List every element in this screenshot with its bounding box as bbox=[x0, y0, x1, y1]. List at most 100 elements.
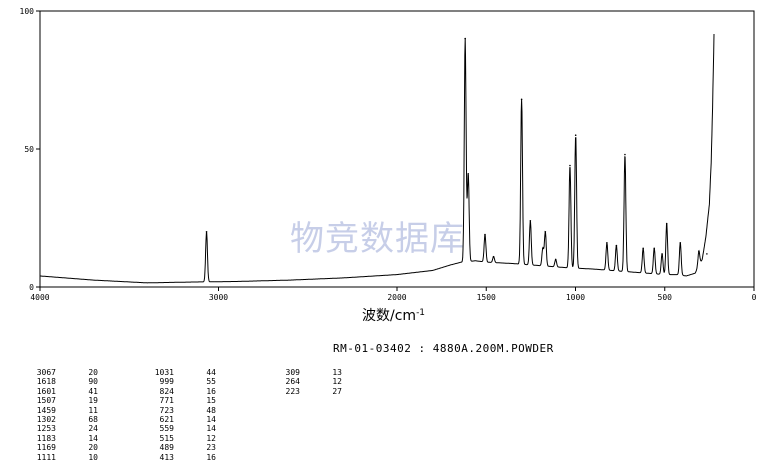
peak-point bbox=[642, 247, 644, 250]
peak-marks bbox=[205, 37, 708, 261]
x-axis-title: 波数/cm-1 bbox=[362, 308, 425, 324]
peak-point bbox=[520, 98, 523, 101]
peak-table-row: 1618 90 bbox=[24, 377, 98, 386]
peak-position: 1031 bbox=[154, 368, 174, 377]
peak-position: 824 bbox=[159, 386, 174, 396]
x-tick-label: 0 bbox=[752, 293, 757, 302]
peak-position: 1183 bbox=[36, 433, 56, 443]
peak-point bbox=[554, 258, 557, 261]
peak-intensity: 23 bbox=[206, 443, 216, 453]
peak-point bbox=[665, 222, 668, 225]
peak-table-row: 3067 20 bbox=[24, 368, 98, 377]
peak-position: 771 bbox=[159, 396, 174, 406]
peak-table-row: 621 14 bbox=[142, 415, 216, 424]
peak-table-row: 1111 10 bbox=[24, 453, 98, 462]
peak-point bbox=[484, 233, 486, 236]
peak-intensity: 48 bbox=[206, 405, 216, 415]
x-tick-label: 4000 bbox=[30, 293, 49, 302]
x-tick-label: 3000 bbox=[209, 293, 228, 302]
peak-point bbox=[624, 153, 626, 156]
peak-position: 515 bbox=[159, 433, 174, 443]
peak-position: 264 bbox=[285, 377, 300, 387]
peak-point bbox=[615, 244, 618, 247]
peak-table-row: 264 12 bbox=[268, 377, 342, 386]
peak-point bbox=[706, 253, 708, 255]
peak-table-row: 1183 14 bbox=[24, 434, 98, 443]
peak-intensity: 41 bbox=[88, 386, 98, 396]
peak-position: 223 bbox=[285, 386, 300, 396]
peak-intensity: 14 bbox=[206, 415, 216, 425]
peak-point bbox=[492, 255, 495, 258]
peak-intensity: 19 bbox=[88, 396, 98, 406]
peak-position: 559 bbox=[159, 424, 174, 434]
peak-position: 1507 bbox=[36, 396, 56, 406]
peak-position: 489 bbox=[159, 443, 174, 453]
peak-point bbox=[467, 173, 470, 175]
x-axis-title-text: 波数/cm bbox=[362, 308, 416, 324]
peak-position: 1302 bbox=[36, 415, 56, 425]
peak-table-row: 1031 44 bbox=[142, 368, 216, 377]
peak-position: 999 bbox=[159, 377, 174, 387]
peak-position: 723 bbox=[159, 405, 174, 415]
x-tick-label: 1500 bbox=[477, 293, 496, 302]
peak-intensity: 20 bbox=[88, 368, 98, 377]
peak-table-column-2: 1031 44 999 55 824 16 771 15 723 48 621 14 559 14 515 1… bbox=[142, 368, 216, 462]
peak-intensity: 68 bbox=[88, 415, 98, 425]
peak-table-row: 515 12 bbox=[142, 434, 216, 443]
peak-point bbox=[606, 242, 608, 244]
peak-point bbox=[542, 247, 544, 250]
peak-table-row: 1507 19 bbox=[24, 396, 98, 405]
peak-intensity: 12 bbox=[332, 377, 342, 387]
x-axis-ticks: 4000 3000 2000 1500 1000 500 0 bbox=[30, 287, 757, 302]
peak-position: 413 bbox=[159, 452, 174, 462]
peak-table-row: 723 48 bbox=[142, 406, 216, 415]
peak-position: 1169 bbox=[36, 443, 56, 453]
peak-table-row: 1601 41 bbox=[24, 387, 98, 396]
peak-intensity: 55 bbox=[206, 377, 216, 387]
peak-intensity: 10 bbox=[88, 452, 98, 462]
peak-table-column-1: 3067 20 1618 90 1601 41 1507 19 1459 11 1302 68 1253… bbox=[24, 368, 98, 462]
peak-table-row: 1169 20 bbox=[24, 443, 98, 452]
y-axis-ticks: 0 50 100 bbox=[20, 7, 40, 292]
y-tick-label: 100 bbox=[20, 7, 35, 16]
peak-point bbox=[464, 37, 466, 40]
peak-position: 621 bbox=[159, 415, 174, 425]
peak-point bbox=[544, 231, 547, 233]
peak-point bbox=[569, 164, 571, 167]
peak-intensity: 90 bbox=[88, 377, 98, 387]
sample-id: RM-01-03402 : 4880A.200M.POWDER bbox=[333, 342, 554, 355]
x-tick-label: 1000 bbox=[566, 293, 585, 302]
peak-table-row: 1302 68 bbox=[24, 415, 98, 424]
peak-point bbox=[698, 250, 700, 252]
peak-intensity: 12 bbox=[206, 433, 216, 443]
x-tick-label: 500 bbox=[658, 293, 673, 302]
peak-intensity: 13 bbox=[332, 368, 342, 377]
watermark: 物竞数据库 bbox=[290, 219, 465, 259]
peak-table-row: 223 27 bbox=[268, 387, 342, 396]
spectrum-line bbox=[40, 33, 715, 284]
peak-point bbox=[653, 247, 656, 250]
y-tick-label: 0 bbox=[29, 283, 34, 292]
y-tick-label: 50 bbox=[24, 145, 34, 154]
peak-position: 1459 bbox=[36, 405, 56, 415]
peak-table-row: 1253 24 bbox=[24, 424, 98, 433]
x-axis-title-sup: -1 bbox=[416, 308, 425, 318]
peak-intensity: 16 bbox=[206, 386, 216, 396]
peak-position: 1601 bbox=[36, 386, 56, 396]
peak-position: 1253 bbox=[36, 424, 56, 434]
peak-intensity: 20 bbox=[88, 443, 98, 453]
peak-intensity: 27 bbox=[332, 386, 342, 396]
peak-table-row: 824 16 bbox=[142, 387, 216, 396]
peak-table-row: 999 55 bbox=[142, 377, 216, 386]
peak-point bbox=[679, 242, 682, 244]
peak-intensity: 44 bbox=[206, 368, 216, 377]
peak-position: 1618 bbox=[36, 377, 56, 387]
peak-point bbox=[661, 253, 663, 255]
peak-position: 1111 bbox=[36, 452, 56, 462]
peak-point bbox=[529, 219, 532, 222]
peak-intensity: 24 bbox=[88, 424, 98, 434]
peak-table-row: 771 15 bbox=[142, 396, 216, 405]
peak-table-row: 489 23 bbox=[142, 443, 216, 452]
peak-intensity: 16 bbox=[206, 452, 216, 462]
